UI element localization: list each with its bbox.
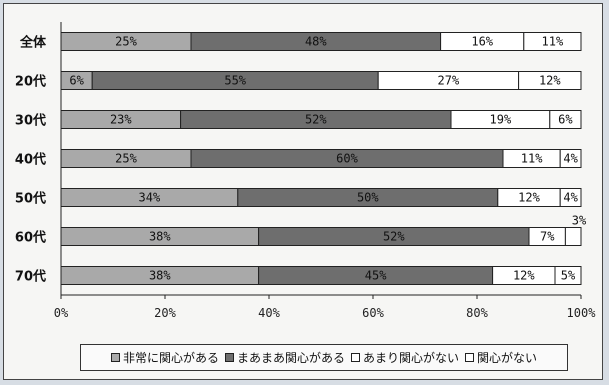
- data-label: 34%: [139, 191, 161, 205]
- legend-swatch: [351, 353, 360, 362]
- category-label: 30代: [15, 113, 46, 129]
- data-label: 7%: [540, 230, 555, 244]
- category-label: 50代: [15, 191, 46, 207]
- data-label: 38%: [149, 269, 171, 283]
- legend-item: まあまあ関心がある: [224, 349, 345, 366]
- data-label: 11%: [542, 35, 564, 49]
- legend-label: 非常に関心がある: [122, 351, 219, 365]
- data-label: 16%: [471, 35, 493, 49]
- bar-segment: [549, 110, 582, 129]
- bar-segment: [518, 71, 582, 90]
- data-label: 52%: [383, 230, 405, 244]
- data-label: 38%: [149, 230, 171, 244]
- data-label: 6%: [558, 113, 573, 127]
- x-tick-label: 40%: [258, 306, 280, 320]
- x-tick-label: 0%: [54, 306, 69, 320]
- data-label: 45%: [365, 269, 387, 283]
- data-label: 23%: [110, 113, 132, 127]
- data-label: 12%: [518, 191, 540, 205]
- x-tick-label: 80%: [466, 306, 488, 320]
- data-label: 50%: [357, 191, 379, 205]
- data-label: 12%: [513, 269, 535, 283]
- data-label: 19%: [490, 113, 512, 127]
- data-label: 48%: [305, 35, 327, 49]
- legend-item: あまり関心がない: [351, 349, 459, 366]
- chart-frame: 全体 25% 48% 16% 11% 20代 6% 55% 27% 12% 30代 23% 52% 19%…: [3, 3, 603, 380]
- data-label: 4%: [563, 191, 578, 205]
- data-label: 55%: [224, 74, 246, 88]
- legend-item: 非常に関心がある: [110, 349, 219, 366]
- category-label: 20代: [15, 74, 46, 90]
- x-tick-label: 20%: [154, 306, 176, 320]
- legend-swatch: [110, 353, 120, 362]
- legend-label: あまり関心がない: [363, 351, 460, 365]
- data-label: 60%: [336, 152, 358, 166]
- data-label: 12%: [539, 74, 561, 88]
- legend-label: 関心がない: [477, 351, 538, 365]
- data-label: 5%: [561, 269, 576, 283]
- bar-segment: [523, 32, 582, 51]
- data-label: 6%: [69, 74, 84, 88]
- legend-item: 関心がない: [465, 349, 537, 366]
- bar-segment: [564, 227, 582, 246]
- bar-segment: [559, 149, 582, 168]
- category-label: 40代: [15, 152, 46, 168]
- data-label: 52%: [305, 113, 327, 127]
- bar-segment: [559, 188, 582, 207]
- data-label: 11%: [521, 152, 543, 166]
- x-tick-label: 60%: [362, 306, 384, 320]
- data-label: 25%: [115, 152, 137, 166]
- data-label: 4%: [563, 152, 578, 166]
- legend-swatch: [224, 353, 234, 362]
- category-label: 全体: [19, 35, 47, 51]
- category-label: 70代: [15, 269, 46, 285]
- data-label: 3%: [572, 214, 587, 228]
- data-label: 25%: [115, 35, 137, 49]
- data-label: 27%: [438, 74, 460, 88]
- legend-label: まあまあ関心がある: [236, 351, 345, 365]
- category-label: 60代: [15, 230, 46, 246]
- legend-swatch: [465, 353, 475, 362]
- legend: 非常に関心がある まあまあ関心がある あまり関心がない 関心がない: [80, 344, 568, 371]
- stacked-bar-chart: 全体 25% 48% 16% 11% 20代 6% 55% 27% 12% 30代 23% 52% 19%…: [15, 22, 597, 320]
- x-tick-label: 100%: [567, 306, 597, 320]
- bar-segment: [554, 266, 582, 285]
